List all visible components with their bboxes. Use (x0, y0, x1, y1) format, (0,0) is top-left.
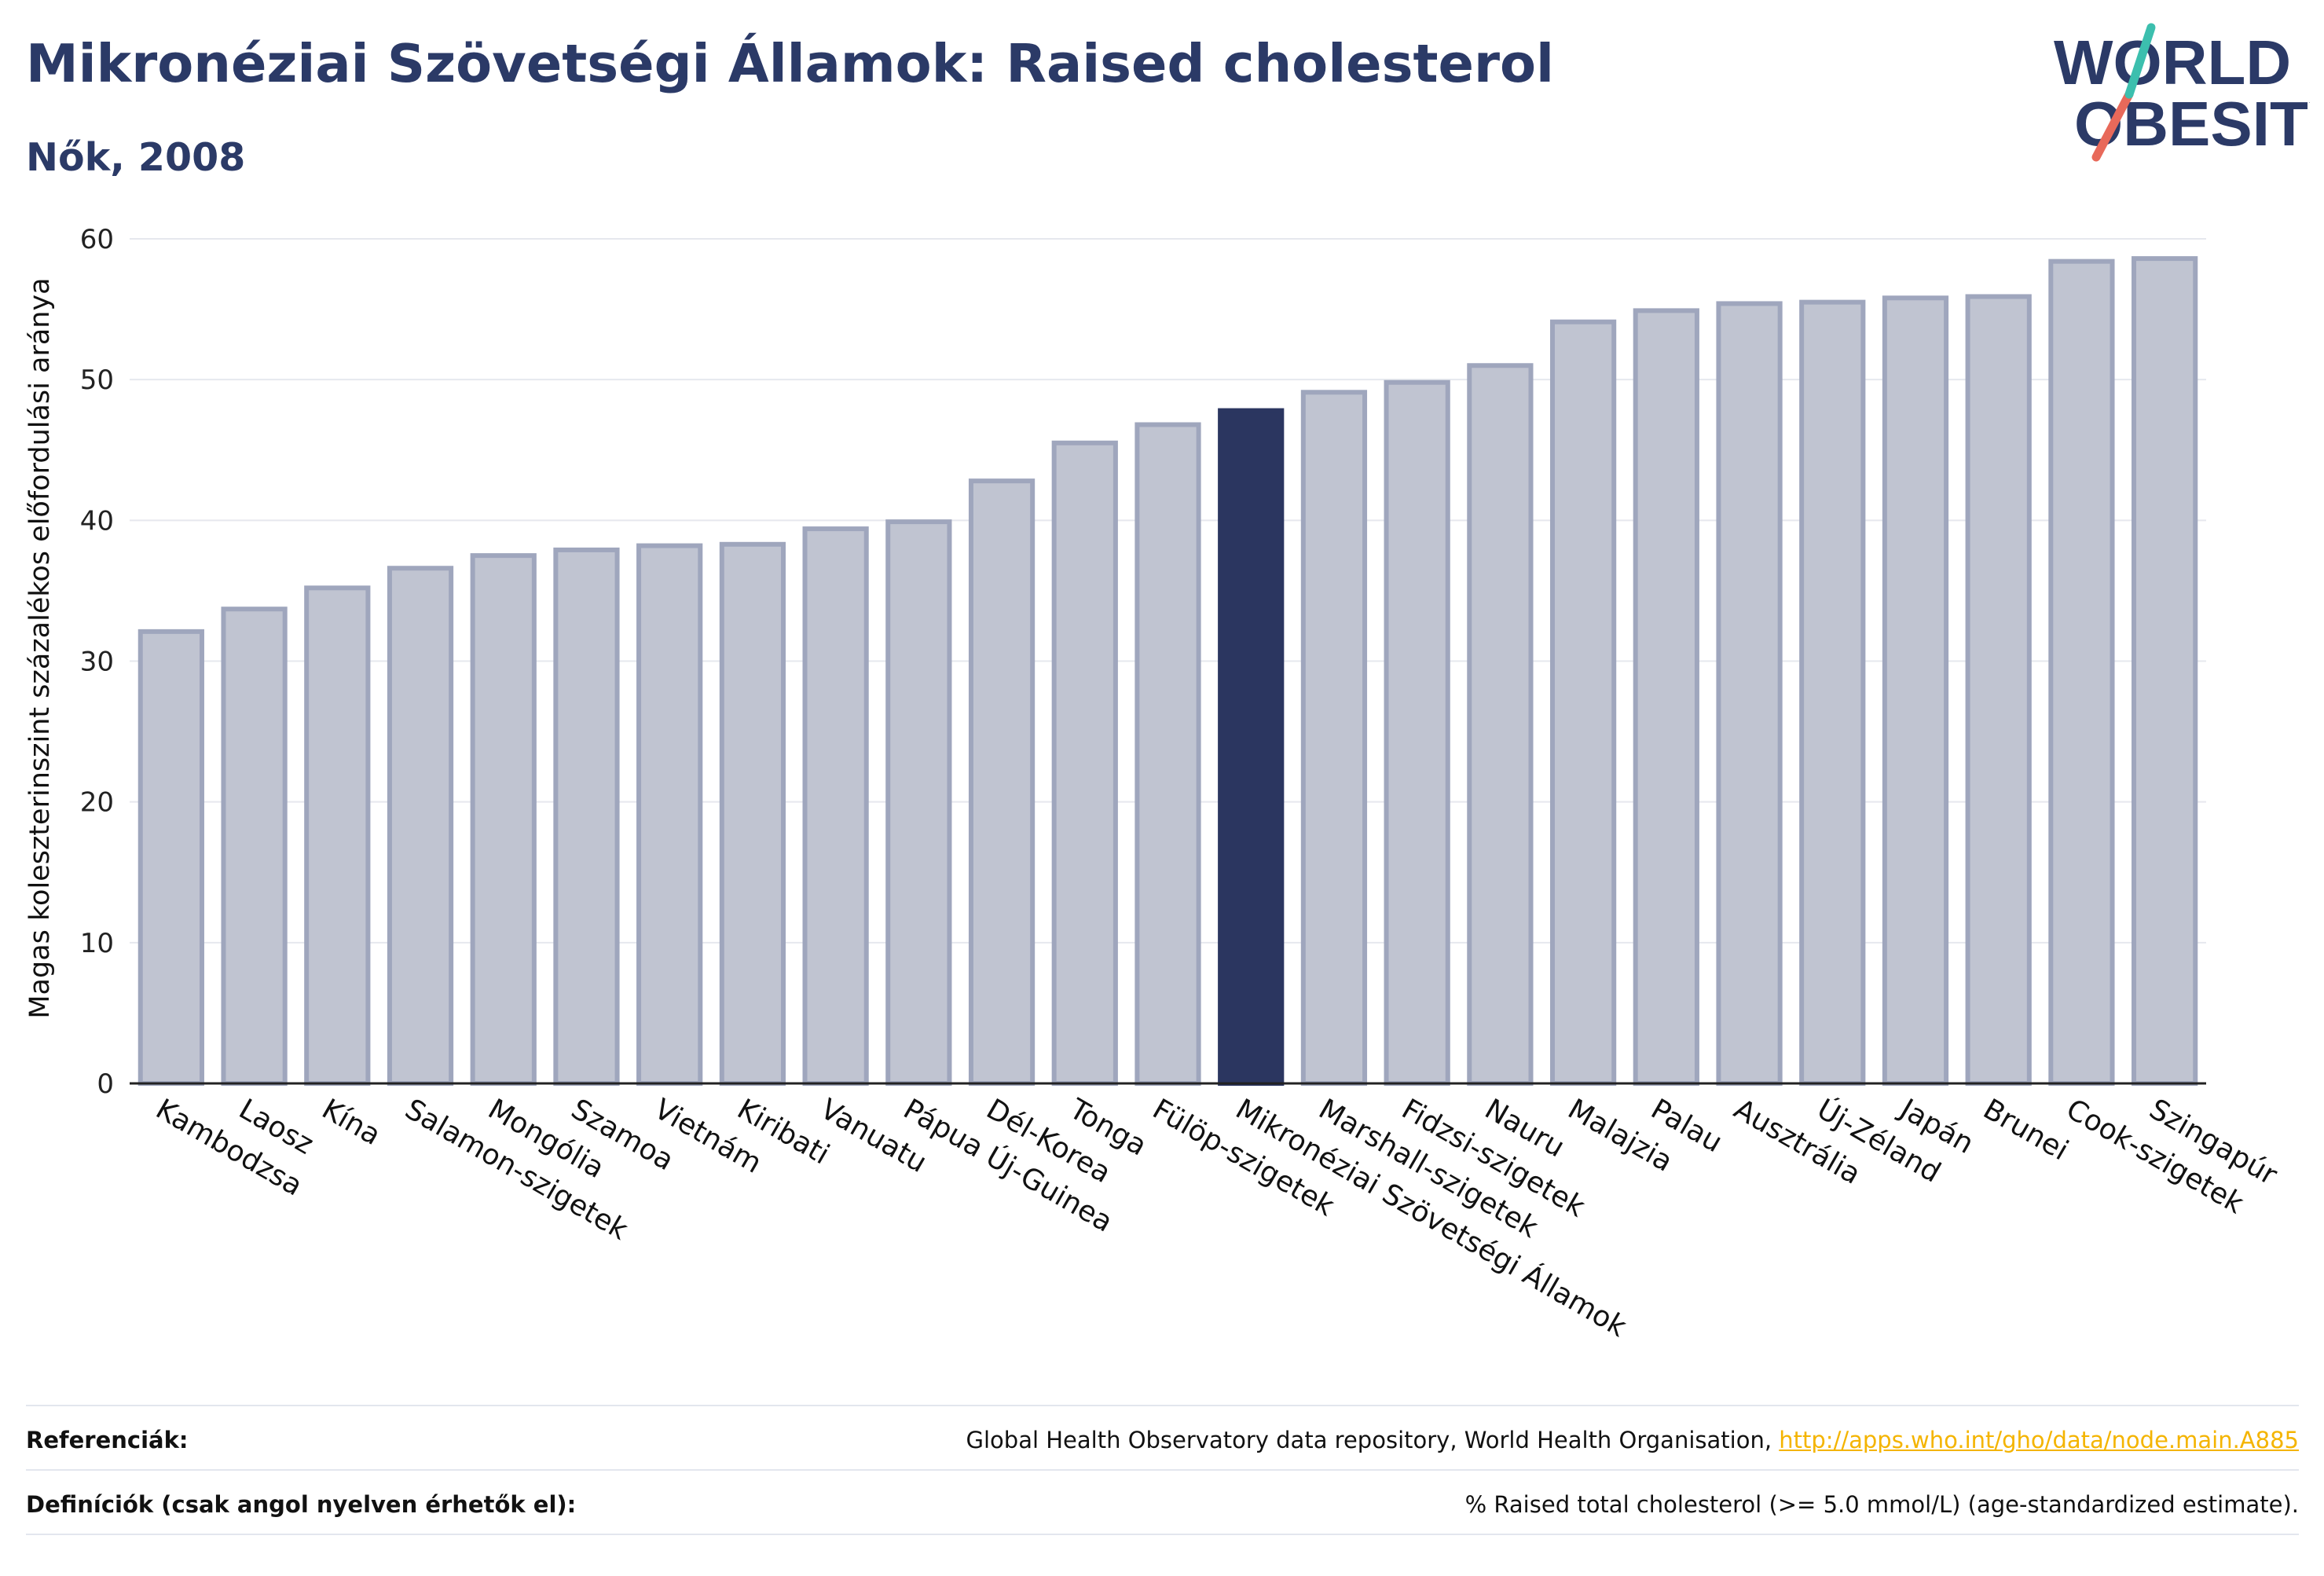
y-axis-label: Magas koleszterinszint százalékos előfor… (24, 277, 56, 1018)
bar (1799, 299, 1866, 1086)
bar (1467, 363, 1534, 1086)
bar (2132, 256, 2198, 1086)
x-tick-label: Kína (317, 1093, 386, 1152)
bar (553, 547, 620, 1086)
y-tick-label: 40 (80, 505, 114, 537)
bar (719, 541, 786, 1086)
references-value: Global Health Observatory data repositor… (966, 1427, 2299, 1453)
bar (1135, 422, 1201, 1086)
bar (968, 478, 1036, 1086)
references-row: Referenciák: Global Health Observatory d… (26, 1409, 2299, 1472)
logo-slash-coral (2091, 90, 2134, 162)
references-link[interactable]: http://apps.who.int/gho/data/node.main.A… (1779, 1427, 2299, 1453)
chart-subtitle: Nők, 2008 (26, 135, 246, 180)
references-label: Referenciák: (26, 1427, 189, 1453)
bar (1633, 308, 1699, 1086)
bar (1051, 440, 1118, 1086)
chart-title: Mikronéziai Szövetségi Államok: Raised c… (26, 33, 1554, 94)
references-text: Global Health Observatory data repositor… (966, 1427, 1780, 1453)
y-tick-label: 0 (97, 1068, 114, 1100)
bars (137, 256, 2198, 1087)
logo-slash-teal (2124, 23, 2156, 99)
bar (304, 585, 371, 1086)
bar (1716, 301, 1783, 1086)
bar (1384, 379, 1450, 1086)
footer-divider-middle (26, 1469, 2299, 1471)
bar (885, 519, 952, 1086)
bar (802, 526, 869, 1086)
footer-divider-top (26, 1405, 2299, 1406)
footer-divider-bottom (26, 1534, 2299, 1535)
logo-line1: WORLD (2054, 27, 2291, 97)
y-tick-label: 10 (80, 928, 114, 959)
definitions-label: Definíciók (csak angol nyelven érhetők e… (26, 1491, 577, 1518)
bar (1218, 408, 1285, 1086)
y-tick-label: 50 (80, 365, 114, 396)
bar (1882, 295, 1949, 1086)
bar (636, 543, 703, 1086)
x-tick-label: Brunei (1978, 1093, 2073, 1167)
bar (137, 629, 204, 1086)
bar (387, 566, 454, 1086)
bar (2048, 258, 2115, 1087)
y-axis-ticks: 0 10 20 30 40 50 60 (80, 224, 114, 1100)
bar (470, 553, 537, 1086)
definitions-text: % Raised total cholesterol (>= 5.0 mmol/… (1464, 1491, 2299, 1518)
definitions-row: Definíciók (csak angol nyelven érhetők e… (26, 1473, 2299, 1536)
bar (1965, 294, 2032, 1087)
world-obesity-logo: WORLD OBESITY (2054, 23, 2310, 162)
bar (221, 607, 288, 1086)
y-tick-label: 60 (80, 224, 114, 255)
y-tick-label: 30 (80, 647, 114, 678)
bar (1549, 319, 1617, 1087)
y-tick-label: 20 (80, 787, 114, 819)
bar (1300, 390, 1368, 1086)
